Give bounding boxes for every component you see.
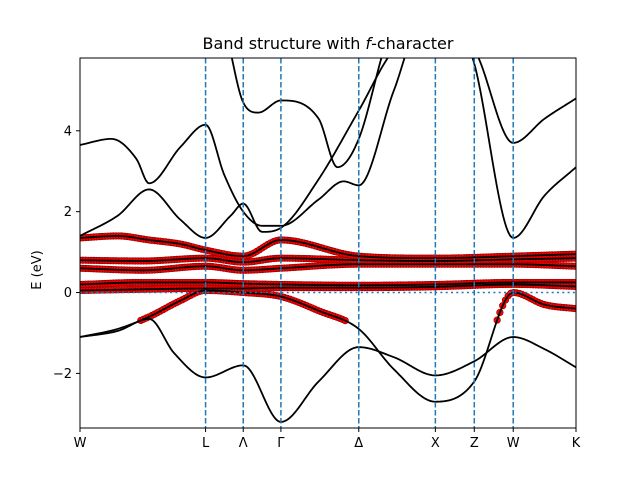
band-line-5 [80,257,576,264]
band-line-0 [80,317,576,423]
x-tick-label: Δ [354,436,363,451]
y-axis-label: E (eV) [30,250,45,289]
band-line-7 [80,58,576,239]
plot-area [80,58,576,428]
band-line-3 [80,281,576,287]
x-tick-label: W [507,436,520,451]
band-line-6 [80,235,576,260]
axes-frame [79,57,577,429]
x-tick-label: X [431,436,440,451]
band-line-1 [80,289,576,403]
x-tick-label: Γ [277,436,285,451]
x-tick-label: K [572,436,581,451]
band-line-9 [230,58,383,169]
axes: −2 0 2 4 W L Λ Γ Δ X Z W K [53,57,581,451]
y-tick-label: 4 [64,124,72,139]
x-tick-label: Z [470,436,479,451]
x-tick-label: Λ [239,436,248,451]
chart-title: Band structure with f-character [203,34,454,53]
y-tick-label: −2 [53,367,72,382]
y-tick-label: 0 [64,286,72,301]
band-line-2 [80,283,576,292]
band-line-4 [80,263,576,272]
y-tick-label: 2 [64,205,72,220]
band-line-8 [80,58,576,227]
x-tick-label: W [74,436,87,451]
x-tick-label: L [202,436,210,451]
